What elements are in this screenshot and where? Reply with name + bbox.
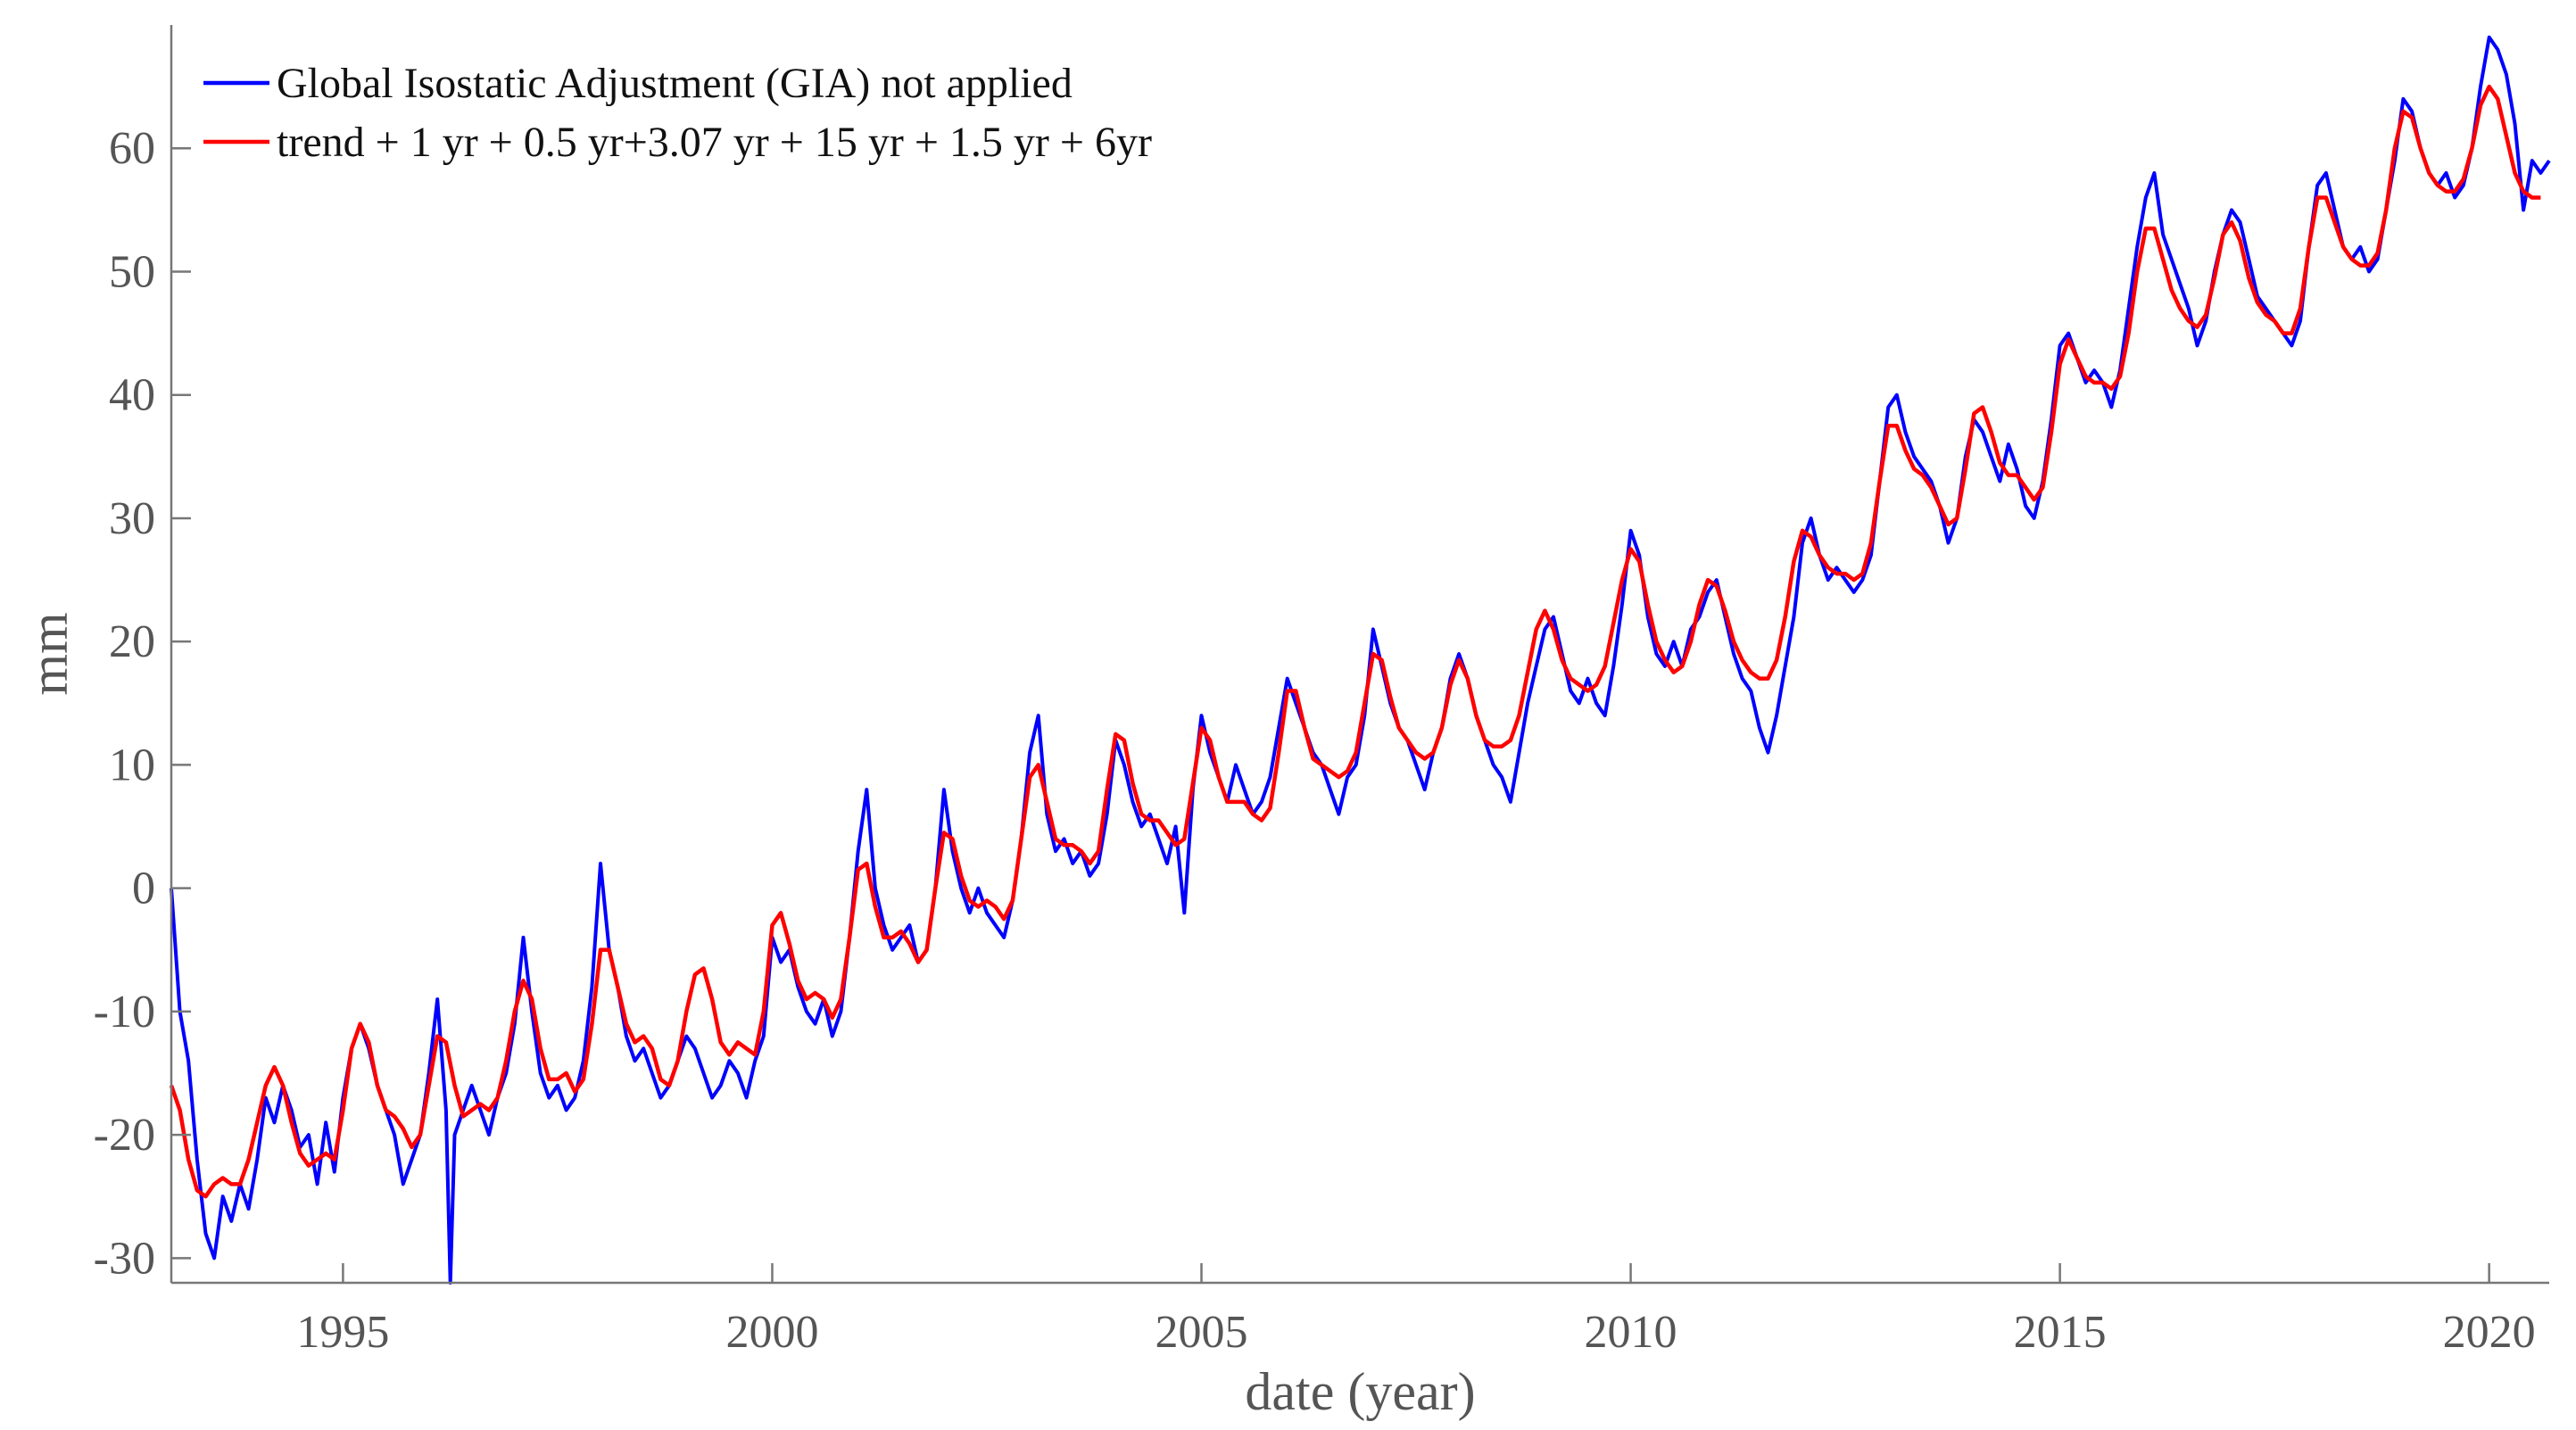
y-tick-label: 20	[109, 616, 155, 667]
x-tick-label: 2015	[2014, 1307, 2107, 1358]
legend-label-trend-fit: trend + 1 yr + 0.5 yr+3.07 yr + 15 yr + …	[277, 119, 1152, 166]
y-tick-label: 0	[132, 864, 155, 914]
y-tick-label: 10	[109, 740, 155, 790]
x-axis-title: date (year)	[1245, 1362, 1475, 1421]
legend: Global Isostatic Adjustment (GIA) not ap…	[203, 60, 1152, 166]
series-line-trend-fit	[169, 84, 2541, 1199]
x-tick-label: 1995	[296, 1307, 389, 1358]
y-tick-label: -10	[94, 987, 155, 1037]
series-layer	[169, 35, 2551, 1285]
x-tick-label: 2000	[725, 1307, 818, 1358]
y-tick-label: 40	[109, 370, 155, 421]
y-tick-label: 30	[109, 493, 155, 544]
y-tick-label: -20	[94, 1110, 155, 1161]
x-tick-label: 2010	[1585, 1307, 1677, 1358]
y-axis-title: mm	[20, 612, 79, 695]
legend-label-gia-not-applied: Global Isostatic Adjustment (GIA) not ap…	[277, 60, 1073, 107]
plot-area: 1995 2000 2005 2010 2015 2020 -30 -20 -10 0 10 20 30…	[94, 25, 2551, 1358]
y-tick-label: -30	[94, 1233, 155, 1284]
series-line-gia-not-applied	[170, 35, 2551, 1285]
y-tick-label: 50	[109, 246, 155, 297]
axes-layer: 1995 2000 2005 2010 2015 2020 -30 -20 -10 0 10 20 30…	[94, 25, 2549, 1358]
x-tick-label: 2020	[2443, 1307, 2536, 1358]
x-tick-label: 2005	[1155, 1307, 1248, 1358]
y-tick-label: 60	[109, 123, 155, 174]
